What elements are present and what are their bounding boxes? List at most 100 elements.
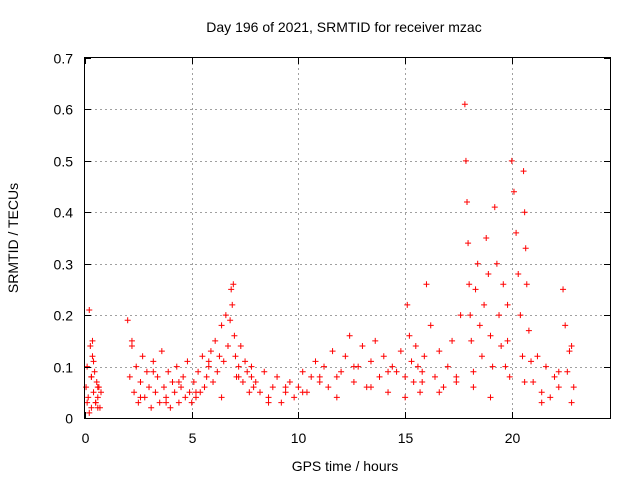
data-point — [436, 348, 443, 355]
data-point — [427, 322, 434, 329]
data-point — [570, 384, 577, 391]
x-tick-label: 10 — [291, 430, 307, 446]
data-point — [440, 384, 447, 391]
data-point — [385, 389, 392, 396]
y-tick-label: 0.4 — [54, 205, 74, 221]
data-point — [137, 379, 144, 385]
data-point — [453, 379, 460, 385]
data-point — [235, 363, 242, 370]
data-point — [350, 379, 357, 385]
data-point — [88, 404, 95, 411]
data-point — [502, 363, 509, 370]
data-point — [402, 394, 409, 401]
data-point — [199, 353, 206, 360]
data-point — [470, 368, 477, 375]
data-point — [474, 260, 481, 267]
data-point — [419, 368, 426, 375]
data-point — [89, 337, 96, 344]
data-point — [367, 358, 374, 365]
data-point — [222, 312, 229, 319]
data-point — [87, 343, 94, 349]
data-point — [483, 235, 490, 241]
data-point — [146, 384, 153, 391]
data-point — [423, 281, 430, 288]
data-point — [137, 394, 144, 401]
data-point — [464, 199, 471, 205]
data-point — [282, 384, 289, 391]
data-point — [519, 353, 526, 360]
x-tick-label: 15 — [398, 430, 414, 446]
data-point — [316, 379, 323, 385]
y-tick-label: 0.1 — [54, 360, 74, 376]
data-point — [205, 358, 212, 365]
data-point — [163, 399, 170, 406]
data-point — [525, 327, 532, 334]
data-point — [90, 358, 97, 365]
data-point — [421, 353, 428, 360]
data-point — [84, 399, 91, 406]
x-axis-ticks: 0 5 10 15 20 — [82, 58, 521, 446]
data-point — [534, 353, 541, 360]
data-point — [92, 399, 99, 406]
data-point — [410, 379, 417, 385]
data-point — [521, 209, 528, 216]
plot-frame — [84, 57, 611, 419]
data-point — [218, 394, 225, 401]
y-tick-label: 0.2 — [54, 308, 74, 324]
data-point — [160, 384, 167, 391]
data-point — [342, 353, 349, 360]
data-point — [86, 307, 93, 313]
data-points — [83, 101, 577, 416]
data-point — [230, 281, 237, 288]
data-point — [467, 312, 474, 319]
data-point — [465, 240, 472, 247]
data-point — [207, 348, 214, 355]
data-point — [175, 379, 182, 385]
data-point — [186, 389, 193, 396]
data-point — [190, 379, 197, 385]
data-point — [91, 368, 98, 375]
data-point — [242, 358, 249, 365]
data-point — [414, 363, 421, 370]
data-point — [175, 399, 182, 406]
data-point — [385, 368, 392, 375]
x-tick-label: 20 — [505, 430, 521, 446]
data-point — [568, 343, 575, 349]
data-point — [419, 379, 426, 385]
data-point — [496, 312, 503, 319]
data-point — [231, 332, 238, 339]
data-point — [515, 271, 522, 277]
y-tick-label: 0.3 — [54, 257, 74, 273]
data-point — [312, 358, 319, 365]
data-point — [98, 389, 105, 396]
data-point — [248, 373, 255, 380]
data-point — [504, 301, 511, 308]
data-point — [214, 368, 221, 375]
data-point — [329, 348, 336, 355]
data-point — [521, 379, 528, 385]
data-point — [432, 373, 438, 380]
data-point — [224, 343, 231, 349]
data-point — [192, 389, 199, 396]
data-point — [513, 229, 520, 236]
chart-title: Day 196 of 2021, SRMTID for receiver mza… — [206, 19, 481, 35]
y-tick-label: 0.7 — [54, 51, 74, 67]
data-point — [195, 368, 202, 375]
data-point — [372, 337, 379, 344]
data-point — [487, 332, 494, 339]
data-point — [389, 363, 396, 370]
data-point — [485, 271, 492, 277]
data-point — [237, 343, 244, 349]
data-point — [350, 363, 357, 370]
data-point — [566, 348, 573, 355]
data-point — [466, 281, 473, 288]
data-point — [346, 332, 353, 339]
data-point — [555, 384, 562, 391]
data-point — [286, 379, 293, 385]
data-point — [560, 286, 567, 293]
data-point — [491, 204, 498, 211]
data-point — [216, 353, 223, 360]
data-point — [148, 404, 155, 411]
data-point — [192, 394, 199, 401]
